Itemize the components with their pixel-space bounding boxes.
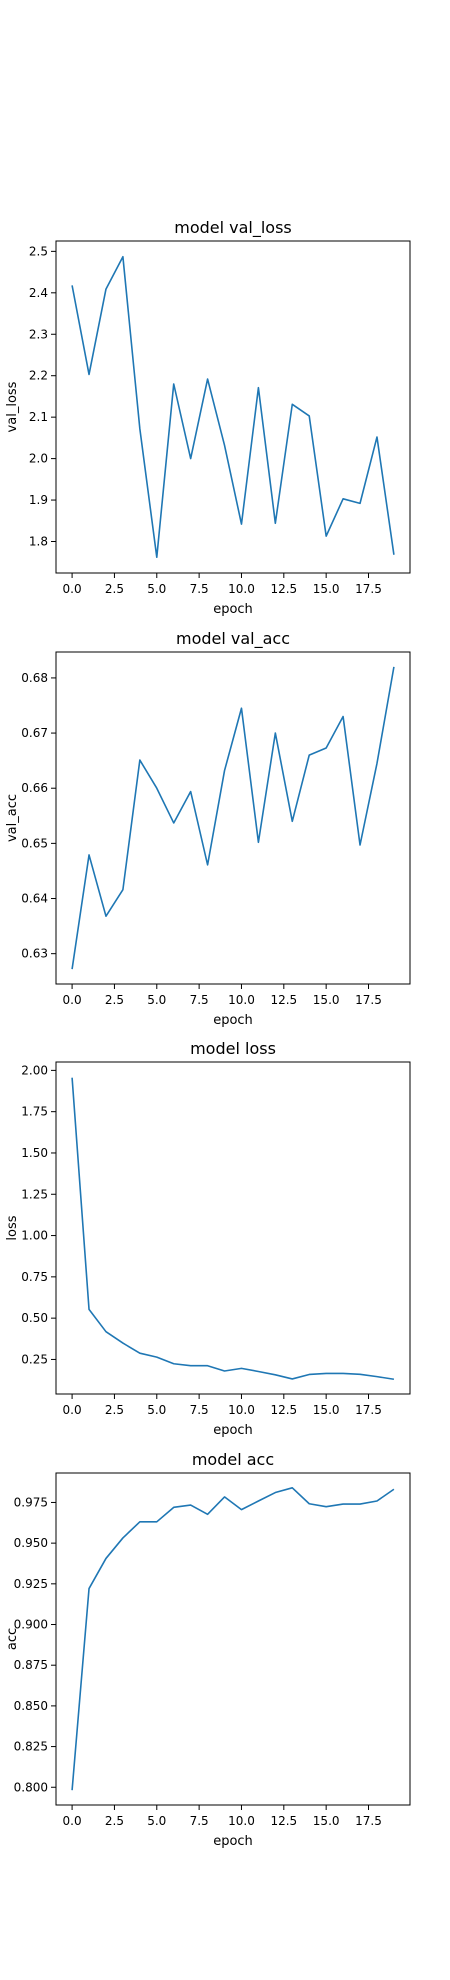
x-tick-label: 5.0 bbox=[147, 993, 166, 1007]
y-tick-label: 0.825 bbox=[14, 1740, 48, 1754]
y-tick-label: 0.63 bbox=[21, 947, 48, 961]
x-tick-label: 17.5 bbox=[355, 993, 382, 1007]
x-tick-label: 12.5 bbox=[270, 993, 297, 1007]
y-tick-label: 1.9 bbox=[29, 493, 48, 507]
x-tick-label: 10.0 bbox=[228, 1814, 255, 1828]
x-axis-label: epoch bbox=[213, 1013, 253, 1028]
x-tick-label: 7.5 bbox=[190, 582, 209, 596]
x-tick-label: 15.0 bbox=[313, 1814, 340, 1828]
x-tick-label: 5.0 bbox=[147, 1403, 166, 1417]
chart-title: model loss bbox=[190, 1039, 276, 1058]
y-tick-label: 0.66 bbox=[21, 781, 48, 795]
y-tick-label: 0.950 bbox=[14, 1536, 48, 1550]
x-tick-label: 17.5 bbox=[355, 1814, 382, 1828]
y-tick-label: 0.925 bbox=[14, 1577, 48, 1591]
x-tick-label: 0.0 bbox=[63, 1403, 82, 1417]
y-tick-label: 0.68 bbox=[21, 671, 48, 685]
x-axis-label: epoch bbox=[213, 1423, 253, 1438]
chart-title: model acc bbox=[192, 1450, 274, 1469]
y-tick-label: 1.8 bbox=[29, 534, 48, 548]
y-tick-label: 0.25 bbox=[21, 1352, 48, 1366]
y-tick-label: 0.875 bbox=[14, 1658, 48, 1672]
x-tick-label: 15.0 bbox=[313, 993, 340, 1007]
y-axis-label: loss bbox=[5, 1215, 20, 1240]
y-tick-label: 2.3 bbox=[29, 327, 48, 341]
x-axis-label: epoch bbox=[213, 1834, 253, 1849]
x-tick-label: 2.5 bbox=[105, 582, 124, 596]
x-tick-label: 5.0 bbox=[147, 582, 166, 596]
x-axis-label: epoch bbox=[213, 602, 253, 617]
x-tick-label: 0.0 bbox=[63, 1814, 82, 1828]
y-tick-label: 1.25 bbox=[21, 1187, 48, 1201]
x-tick-label: 17.5 bbox=[355, 1403, 382, 1417]
x-tick-label: 10.0 bbox=[228, 993, 255, 1007]
y-tick-label: 2.2 bbox=[29, 369, 48, 383]
y-tick-label: 0.65 bbox=[21, 836, 48, 850]
chart-title: model val_loss bbox=[174, 218, 292, 238]
y-tick-label: 0.50 bbox=[21, 1311, 48, 1325]
x-tick-label: 7.5 bbox=[190, 1403, 209, 1417]
x-tick-label: 15.0 bbox=[313, 1403, 340, 1417]
x-tick-label: 2.5 bbox=[105, 1403, 124, 1417]
y-tick-label: 0.64 bbox=[21, 892, 48, 906]
x-tick-label: 10.0 bbox=[228, 1403, 255, 1417]
y-tick-label: 0.67 bbox=[21, 726, 48, 740]
y-tick-label: 0.900 bbox=[14, 1618, 48, 1632]
x-tick-label: 7.5 bbox=[190, 1814, 209, 1828]
y-tick-label: 1.00 bbox=[21, 1229, 48, 1243]
y-axis-label: val_acc bbox=[5, 794, 20, 842]
y-tick-label: 2.4 bbox=[29, 286, 48, 300]
y-tick-label: 1.50 bbox=[21, 1146, 48, 1160]
x-tick-label: 10.0 bbox=[228, 582, 255, 596]
x-tick-label: 15.0 bbox=[313, 582, 340, 596]
x-tick-label: 2.5 bbox=[105, 1814, 124, 1828]
x-tick-label: 17.5 bbox=[355, 582, 382, 596]
x-tick-label: 2.5 bbox=[105, 993, 124, 1007]
y-tick-label: 0.75 bbox=[21, 1270, 48, 1284]
y-tick-label: 1.75 bbox=[21, 1105, 48, 1119]
y-tick-label: 0.800 bbox=[14, 1780, 48, 1794]
y-tick-label: 2.0 bbox=[29, 452, 48, 466]
y-tick-label: 2.00 bbox=[21, 1063, 48, 1077]
y-tick-label: 0.850 bbox=[14, 1699, 48, 1713]
chart-title: model val_acc bbox=[176, 629, 290, 649]
x-tick-label: 7.5 bbox=[190, 993, 209, 1007]
y-axis-label: val_loss bbox=[5, 381, 20, 432]
x-tick-label: 12.5 bbox=[270, 1814, 297, 1828]
y-tick-label: 2.5 bbox=[29, 244, 48, 258]
y-tick-label: 0.975 bbox=[14, 1495, 48, 1509]
x-tick-label: 0.0 bbox=[63, 993, 82, 1007]
x-tick-label: 0.0 bbox=[63, 582, 82, 596]
x-tick-label: 12.5 bbox=[270, 582, 297, 596]
x-tick-label: 12.5 bbox=[270, 1403, 297, 1417]
x-tick-label: 5.0 bbox=[147, 1814, 166, 1828]
y-tick-label: 2.1 bbox=[29, 410, 48, 424]
